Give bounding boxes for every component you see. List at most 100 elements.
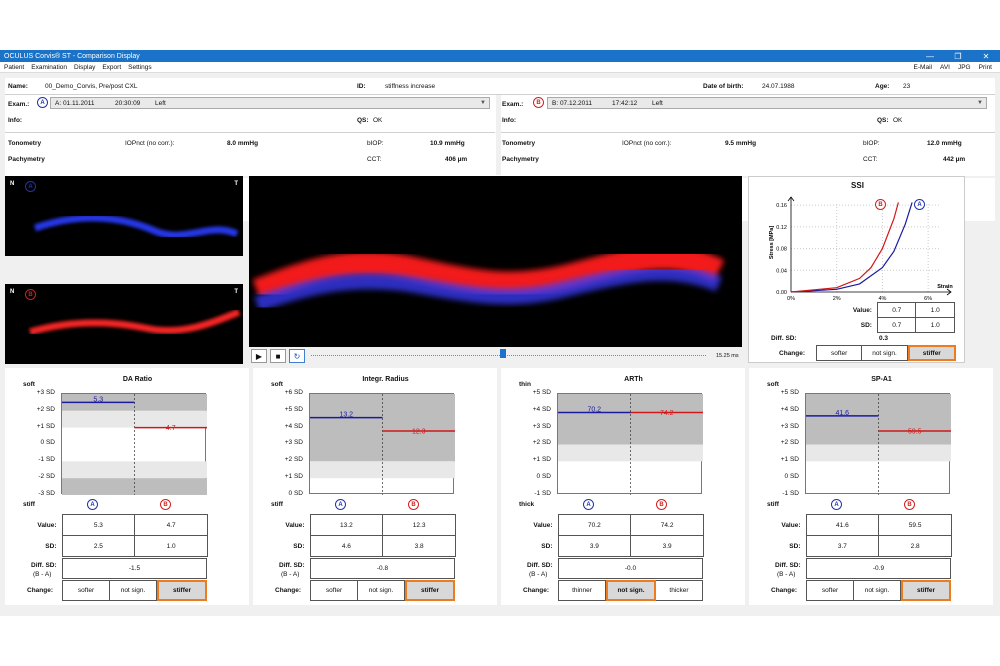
param-sd-b: 1.0 (134, 535, 208, 557)
param-marker-b: B (160, 499, 171, 510)
menu-display[interactable]: Display (74, 63, 96, 71)
param-title: ARTh (624, 376, 643, 383)
param-top-label: soft (767, 381, 779, 388)
exam-b-iop-label: IOPnct (no corr.): (622, 140, 672, 147)
param-marker-a: A (335, 499, 346, 510)
maximize-button[interactable]: ❐ (954, 51, 962, 61)
param-label-b: 4.7 (166, 425, 176, 432)
exam-a-time: 20:30:09 (115, 99, 141, 107)
ssi-xtick: 2% (833, 296, 841, 302)
param-ytick: +3 SD (284, 439, 303, 447)
exam-a-pachy-label: Pachymetry (8, 156, 45, 163)
ssi-chart: 0.16 0.12 0.08 0.04 0.000% 2% 4% 6% Stress [MPa]… (769, 196, 953, 302)
email-button[interactable]: E-Mail (913, 63, 932, 71)
ssi-ylabel: Stress [MPa] (769, 226, 775, 259)
param-change-group: thinner not sign. thicker (558, 580, 703, 601)
ssi-ytick: 0.08 (776, 247, 787, 253)
param-ytick: 0 SD (40, 439, 55, 447)
image-b-marker: B (25, 289, 36, 300)
exam-a-biop: 10.9 mmHg (430, 140, 465, 147)
loop-button[interactable]: ↻ (289, 349, 305, 363)
exam-a-qs: OK (373, 117, 383, 124)
param-change-option: softer (806, 580, 854, 601)
temporal-label-b: T (234, 289, 238, 295)
param-diff-sub: (B - A) (33, 571, 52, 578)
param-bottom-label: stiff (767, 501, 779, 508)
param-sd-label: SD: (293, 542, 305, 550)
param-change-option: not sign. (606, 580, 656, 601)
id-label: ID: (357, 83, 366, 90)
param-bottom-label: stiff (271, 501, 283, 508)
param-marker-a: A (831, 499, 842, 510)
param-top-label: soft (271, 381, 283, 388)
param-change-option: softer (62, 580, 110, 601)
exam-a-marker: A (37, 97, 48, 108)
param-chart: 70.2 74.2 (557, 393, 703, 495)
stop-button[interactable]: ■ (270, 349, 286, 363)
age-label: Age: (875, 83, 890, 90)
exam-a-qs-label: QS: (357, 117, 369, 124)
menu-bar: Patient Examination Display Export Setti… (0, 62, 1000, 73)
param-marker-a: A (87, 499, 98, 510)
exam-b-cct: 442 µm (943, 156, 966, 163)
param-change-label: Change: (771, 587, 797, 594)
param-ytick: +1 SD (36, 422, 55, 430)
param-ytick: 0 SD (536, 473, 551, 480)
ssi-series-B (790, 202, 899, 293)
playback-track[interactable] (311, 355, 706, 356)
menu-examination[interactable]: Examination (31, 63, 68, 71)
ssi-sd-a: 0.7 (876, 317, 917, 333)
ssi-ytick: 0.00 (776, 290, 787, 296)
param-diff-label: Diff. SD: (775, 562, 801, 569)
param-ytick: 0 SD (784, 473, 799, 480)
exam-b-pachy-label: Pachymetry (502, 156, 539, 163)
ssi-diff-label: Diff. SD: (771, 335, 797, 342)
stop-icon: ■ (275, 351, 281, 361)
scheimpflug-overlay-image (249, 176, 742, 347)
playback-slider-handle[interactable] (500, 349, 506, 358)
avi-button[interactable]: AVI (939, 63, 950, 71)
menu-settings[interactable]: Settings (128, 63, 152, 71)
ssi-panel: SSI 0.16 0.12 0.08 0.04 0.00 0% 2% 4% 6% Stress [… (748, 176, 965, 363)
param-ytick: -1 SD (534, 489, 551, 497)
param-change-group: softer not sign. stiffer (310, 580, 455, 601)
param-ytick: +2 SD (532, 439, 551, 447)
param-change-option: stiffer (157, 580, 207, 601)
param-label-b: 74.2 (660, 410, 674, 417)
print-button[interactable]: Print (978, 63, 992, 71)
exam-b-select[interactable]: B: 07.12.2011 17:42:12 Left ▼ (547, 97, 987, 109)
play-button[interactable]: ▶ (251, 349, 267, 363)
param-marker-b: B (904, 499, 915, 510)
param-value-label: Value: (37, 521, 57, 529)
param-change-option: stiffer (405, 580, 455, 601)
param-ytick: -1 SD (38, 456, 55, 464)
menu-export[interactable]: Export (102, 63, 122, 71)
param-ytick: -3 SD (38, 489, 55, 497)
close-button[interactable]: ✕ (982, 51, 990, 61)
exam-a-cct-label: CCT: (367, 156, 382, 163)
param-label-a: 70.2 (587, 407, 601, 414)
param-table: Value: 41.6 59.5 SD: 3.7 2.8 (759, 514, 952, 557)
ssi-xtick: 4% (878, 296, 886, 302)
minimize-button[interactable]: — (926, 51, 934, 61)
param-panel-1: Integr. Radius soft stiff 13.2 12.3 +6 SD +5 S… (253, 368, 497, 605)
param-diff-value: -1.5 (62, 558, 207, 579)
param-change-label: Change: (523, 587, 549, 594)
menu-patient[interactable]: Patient (4, 63, 25, 71)
ssi-value-a: 0.7 (876, 302, 917, 318)
exam-a-select[interactable]: A: 01.11.2011 20:30:09 Left ▼ (50, 97, 490, 109)
jpg-button[interactable]: JPG (957, 63, 971, 71)
param-sd-label: SD: (789, 542, 801, 550)
patient-name: 00_Demo_Corvis, Pre/post CXL (45, 83, 138, 90)
param-value-b: 12.3 (382, 514, 456, 536)
exam-b-tonometry-label: Tonometry (502, 140, 536, 147)
param-ytick: +5 SD (284, 405, 303, 413)
param-change-option: not sign. (358, 580, 405, 601)
loop-icon: ↻ (293, 351, 301, 361)
exam-a-biop-label: bIOP: (367, 140, 384, 147)
param-ytick: +4 SD (284, 422, 303, 430)
param-chart: 13.2 12.3 (309, 393, 455, 495)
chevron-down-icon: ▼ (977, 100, 983, 106)
param-change-option: stiffer (901, 580, 951, 601)
param-sd-a: 2.5 (61, 535, 136, 557)
